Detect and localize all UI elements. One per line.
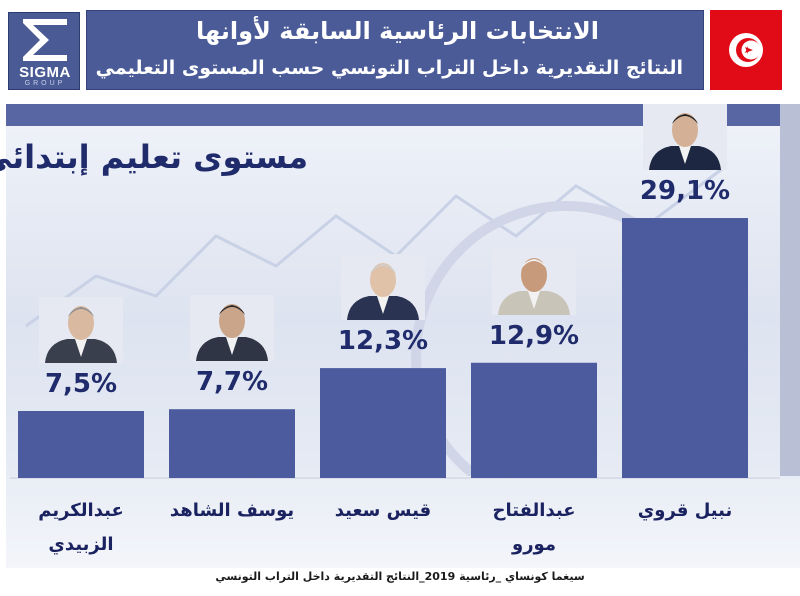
sigma-logo: SIGMA GROUP	[8, 12, 80, 90]
candidate-photo-icon	[643, 104, 727, 171]
bar-2	[169, 409, 295, 478]
sigma-logo-icon	[23, 19, 67, 61]
top-strip	[6, 104, 780, 126]
candidate-photo-icon	[39, 297, 123, 363]
value-label-3: 12,3%	[337, 326, 429, 357]
tunisia-flag-icon	[729, 33, 763, 67]
category-label-1: عبدالكريم الزبيدي	[38, 500, 124, 555]
value-label-5: 29,1%	[639, 176, 731, 207]
candidate-photo-icon	[492, 248, 576, 315]
chart-title: مستوى تعليم إبتدائي	[0, 138, 308, 176]
bar-3	[320, 368, 446, 478]
logo-text: SIGMA	[19, 64, 71, 81]
footer-caption: سيغما كونساي _رئاسية 2019_النتائج التقدي…	[215, 570, 585, 583]
category-label-2: يوسف الشاهد	[169, 500, 295, 521]
category-label-4: عبدالفتاح مورو	[492, 500, 576, 555]
bar-1	[18, 411, 144, 478]
title-box: الانتخابات الرئاسية السابقة لأوانها النت…	[86, 10, 704, 90]
labels-band	[6, 476, 800, 568]
category-label-3: قيس سعيد	[334, 500, 432, 521]
logo-subtext: GROUP	[24, 80, 66, 87]
page-subtitle: النتائج التقديرية داخل التراب التونسي حس…	[95, 57, 683, 79]
bar-4	[471, 362, 597, 478]
footer-band	[0, 568, 800, 596]
value-label-4: 12,9%	[488, 320, 580, 351]
page-title: الانتخابات الرئاسية السابقة لأوانها	[196, 17, 599, 45]
candidate-photo-icon	[190, 295, 274, 362]
value-label-1: 7,5%	[44, 369, 118, 399]
right-strip	[780, 104, 800, 476]
tunisia-flag	[710, 10, 782, 90]
bar-5	[622, 218, 748, 479]
value-label-2: 7,7%	[195, 367, 269, 398]
candidate-photo-icon	[341, 254, 425, 321]
category-label-5: نبيل قروي	[637, 500, 733, 521]
